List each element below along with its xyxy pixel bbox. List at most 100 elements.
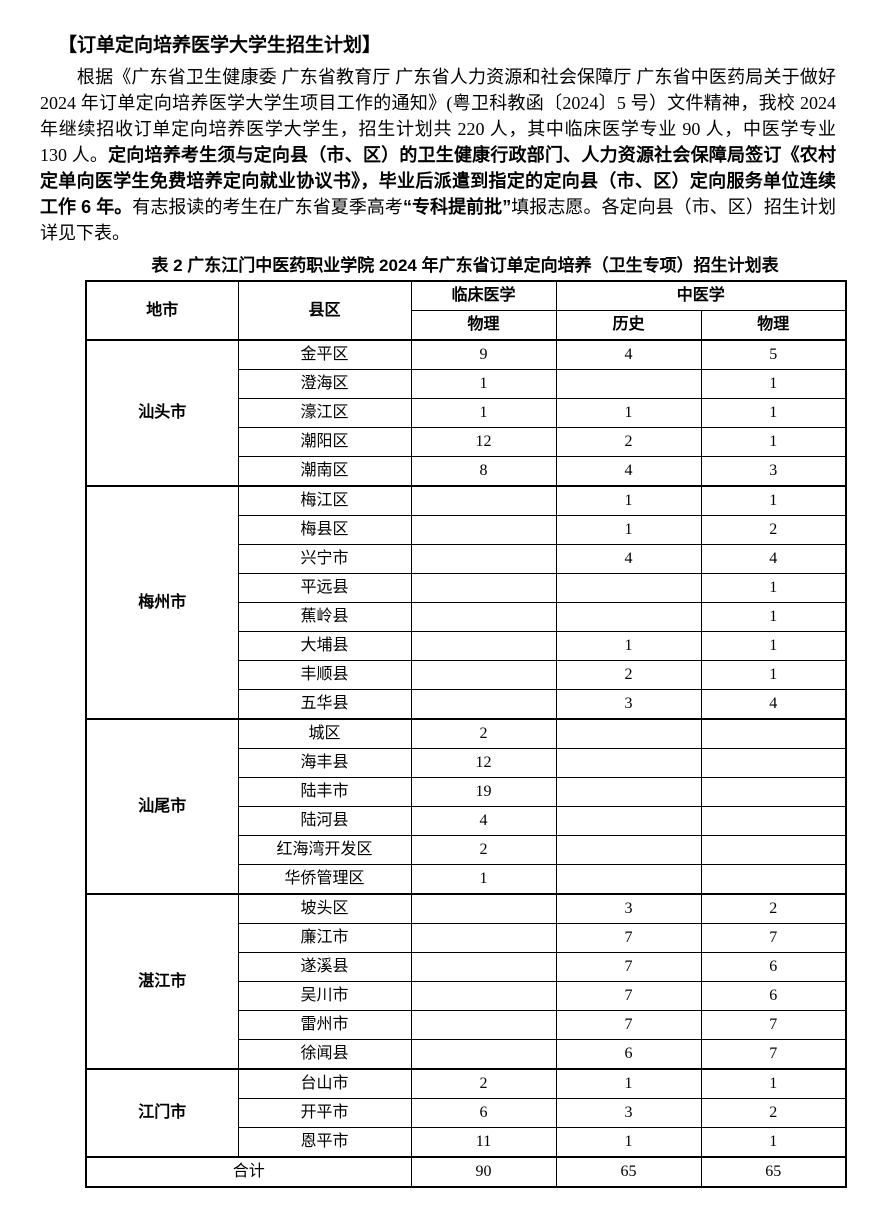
table-row: 雷州市 7 7: [86, 1010, 847, 1040]
county-cell: 遂溪县: [237, 952, 412, 982]
value-cell: [555, 864, 702, 895]
paragraph-bold-segment: 定向培养考生须与定向县（市、区）的卫生健康行政部门、人力资源社会保障局签订《农村…: [40, 145, 836, 217]
value-cell: [555, 806, 702, 836]
table-row: 澄海区 1 1: [86, 369, 847, 399]
county-cell: 城区: [237, 718, 412, 749]
value-cell: [555, 718, 702, 749]
county-cell: 丰顺县: [237, 660, 412, 690]
header-tcm-history: 历史: [555, 310, 702, 341]
value-cell: 1: [700, 631, 847, 661]
table-row: 海丰县 12: [86, 748, 847, 778]
table-caption: 表 2 广东江门中医药职业学院 2024 年广东省订单定向培养（卫生专项）招生计…: [151, 256, 779, 275]
county-cell: 蕉岭县: [237, 602, 412, 632]
county-cell: 大埔县: [237, 631, 412, 661]
value-cell: [410, 602, 557, 632]
value-cell: 11: [410, 1127, 557, 1158]
value-cell: 6: [700, 952, 847, 982]
value-cell: [700, 748, 847, 778]
value-cell: 4: [700, 544, 847, 574]
value-cell: 1: [700, 660, 847, 690]
header-county: 县区: [237, 280, 412, 341]
table-row: 梅州市 梅江区 1 1: [85, 485, 847, 720]
table-body: 汕头市 金平区 9 4 5 澄海区 1 1 濠江区 1 1 1 潮阳区 12 2 1 潮南区 8 4 3 梅州市 梅江区 1…: [85, 339, 847, 1188]
county-cell: 红海湾开发区: [237, 835, 412, 865]
county-cell: 平远县: [237, 573, 412, 603]
value-cell: 12: [410, 748, 557, 778]
county-cell: 恩平市: [237, 1127, 412, 1158]
total-row: 合计 90 65 65: [85, 1156, 847, 1188]
table-row: 湛江市 坡头区 3 2: [85, 893, 847, 1070]
table-row: 五华县 3 4: [86, 689, 847, 720]
value-cell: 6: [700, 981, 847, 1011]
paragraph-segment: 根据《广东省卫生健康委 广东省教育厅 广东省人力资源和社会保障厅 广东省中医药局…: [40, 67, 836, 165]
county-cell: 陆丰市: [237, 777, 412, 807]
value-cell: [700, 777, 847, 807]
value-cell: [555, 369, 702, 399]
county-cell: 徐闻县: [237, 1039, 412, 1070]
value-cell: 1: [555, 1127, 702, 1158]
value-cell: 1: [555, 1068, 702, 1099]
table-row: 蕉岭县 1: [86, 602, 847, 632]
value-cell: 1: [410, 369, 557, 399]
value-cell: 12: [410, 427, 557, 457]
value-cell: 1: [555, 398, 702, 428]
value-cell: 6: [410, 1098, 557, 1128]
table-row: 开平市 6 3 2: [86, 1098, 847, 1128]
city-cell: 汕头市: [85, 339, 239, 487]
value-cell: [410, 573, 557, 603]
value-cell: [410, 1010, 557, 1040]
city-cell: 湛江市: [85, 893, 239, 1070]
county-cell: 兴宁市: [237, 544, 412, 574]
header-city: 地市: [85, 280, 239, 341]
county-cell: 潮南区: [237, 456, 412, 487]
value-cell: [410, 485, 557, 516]
table-row: 红海湾开发区 2: [86, 835, 847, 865]
value-cell: [555, 573, 702, 603]
paragraph-bold-segment: “专科提前批”: [402, 197, 512, 217]
value-cell: 1: [410, 864, 557, 895]
value-cell: [410, 1039, 557, 1070]
table-row: 陆河县 4: [86, 806, 847, 836]
county-cell: 廉江市: [237, 923, 412, 953]
value-cell: [555, 602, 702, 632]
value-cell: [410, 631, 557, 661]
county-cell: 开平市: [237, 1098, 412, 1128]
table-row: 廉江市 7 7: [86, 923, 847, 953]
table-row: 濠江区 1 1 1: [86, 398, 847, 428]
value-cell: [410, 923, 557, 953]
city-cell: 江门市: [85, 1068, 239, 1158]
value-cell: 3: [555, 893, 702, 924]
county-cell: 澄海区: [237, 369, 412, 399]
county-cell: 雷州市: [237, 1010, 412, 1040]
county-cell: 潮阳区: [237, 427, 412, 457]
county-cell: 梅江区: [237, 485, 412, 516]
table-row: 梅县区 1 2: [86, 515, 847, 545]
value-cell: 19: [410, 777, 557, 807]
value-cell: 2: [700, 893, 847, 924]
table-header-row-1: 地市 县区 临床医学 中医学: [85, 280, 847, 341]
county-cell: 梅县区: [237, 515, 412, 545]
value-cell: 6: [555, 1039, 702, 1070]
value-cell: [410, 515, 557, 545]
value-cell: 7: [700, 1039, 847, 1070]
header-tcm: 中医学: [555, 280, 847, 311]
value-cell: 7: [555, 923, 702, 953]
value-cell: 3: [555, 689, 702, 720]
value-cell: [410, 689, 557, 720]
header-tcm-physics: 物理: [700, 310, 847, 341]
city-cell: 梅州市: [85, 485, 239, 720]
value-cell: 7: [555, 1010, 702, 1040]
county-cell: 金平区: [237, 339, 412, 370]
header-clinical-medicine: 临床医学: [410, 280, 557, 311]
value-cell: 4: [555, 544, 702, 574]
value-cell: 9: [410, 339, 557, 370]
table-row: 潮阳区 12 2 1: [86, 427, 847, 457]
value-cell: 7: [700, 923, 847, 953]
county-cell: 海丰县: [237, 748, 412, 778]
value-cell: 1: [700, 1127, 847, 1158]
table-row: 丰顺县 2 1: [86, 660, 847, 690]
paragraph-segment: 填报志愿。各定向县（市、区）招生计划详见下表。: [40, 197, 837, 243]
table-row: 华侨管理区 1: [86, 864, 847, 895]
value-cell: 3: [555, 1098, 702, 1128]
table-row: 恩平市 11 1 1: [86, 1127, 847, 1158]
